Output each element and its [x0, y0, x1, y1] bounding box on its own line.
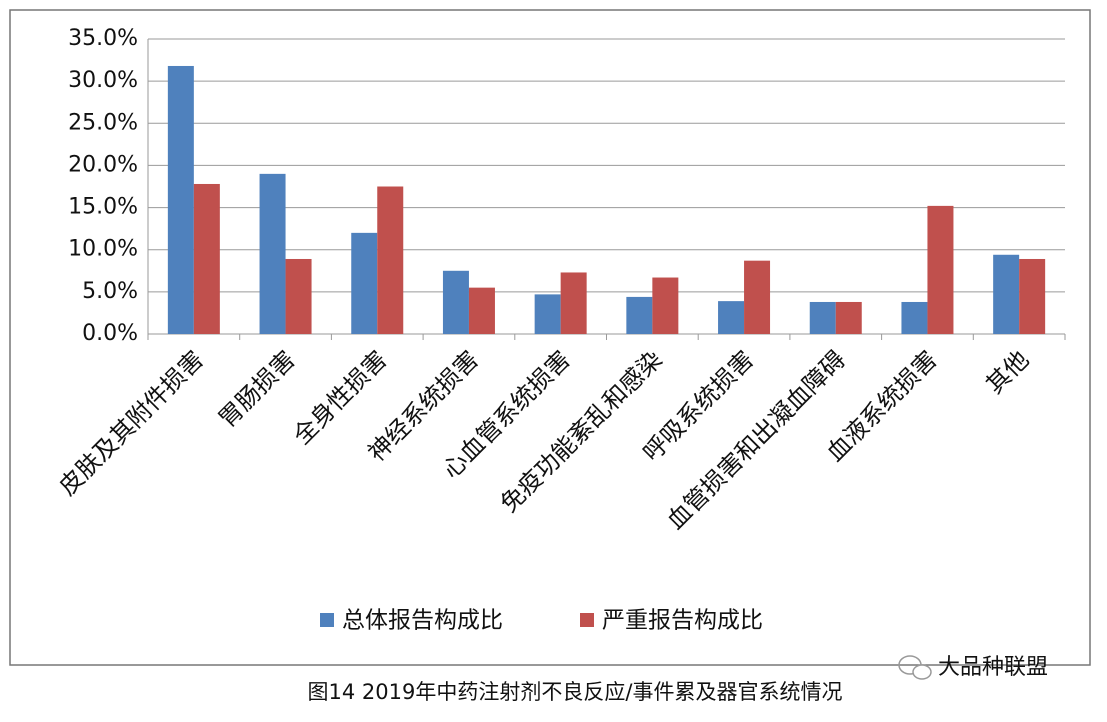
y-tick-label: 25.0%	[68, 110, 138, 135]
bar	[468, 287, 495, 334]
bar	[259, 173, 286, 334]
bar	[744, 260, 771, 334]
bar	[809, 301, 836, 334]
watermark: 大品种联盟	[938, 655, 1048, 680]
legend-label: 严重报告构成比	[602, 608, 763, 634]
legend-label: 总体报告构成比	[342, 608, 503, 634]
bar	[718, 301, 745, 334]
legend-swatch	[320, 613, 334, 627]
chart-frame	[9, 9, 1091, 666]
bar	[193, 183, 220, 334]
caption: 图14 2019年中药注射剂不良反应/事件累及器官系统情况	[308, 680, 843, 704]
y-tick-label: 30.0%	[68, 68, 138, 93]
bar	[285, 258, 312, 334]
y-tick-label: 5.0%	[82, 279, 138, 304]
x-tick-label: 皮肤及其附件损害	[53, 345, 209, 501]
bar	[626, 296, 653, 334]
bar	[901, 301, 928, 334]
x-tick-label: 血管损害和出凝血障碍	[661, 345, 851, 535]
bar	[993, 254, 1020, 334]
watermark-icon	[898, 655, 932, 680]
x-tick-label: 免疫功能紊乱和感染	[495, 345, 668, 518]
bar	[835, 301, 862, 334]
bar	[652, 277, 679, 334]
x-tick-label: 胃肠损害	[213, 345, 301, 433]
x-tick-label: 其他	[981, 345, 1035, 399]
bar	[377, 186, 404, 334]
y-tick-label: 35.0%	[68, 26, 138, 51]
bar	[167, 65, 194, 334]
bar	[927, 205, 954, 334]
y-tick-label: 20.0%	[68, 152, 138, 177]
bar	[442, 270, 469, 334]
legend-swatch	[580, 613, 594, 627]
y-tick-label: 10.0%	[68, 237, 138, 262]
y-tick-label: 0.0%	[82, 321, 138, 346]
bar	[1019, 258, 1046, 334]
bar	[560, 272, 587, 334]
bar	[351, 232, 378, 334]
bar	[534, 294, 561, 334]
y-tick-label: 15.0%	[68, 195, 138, 220]
